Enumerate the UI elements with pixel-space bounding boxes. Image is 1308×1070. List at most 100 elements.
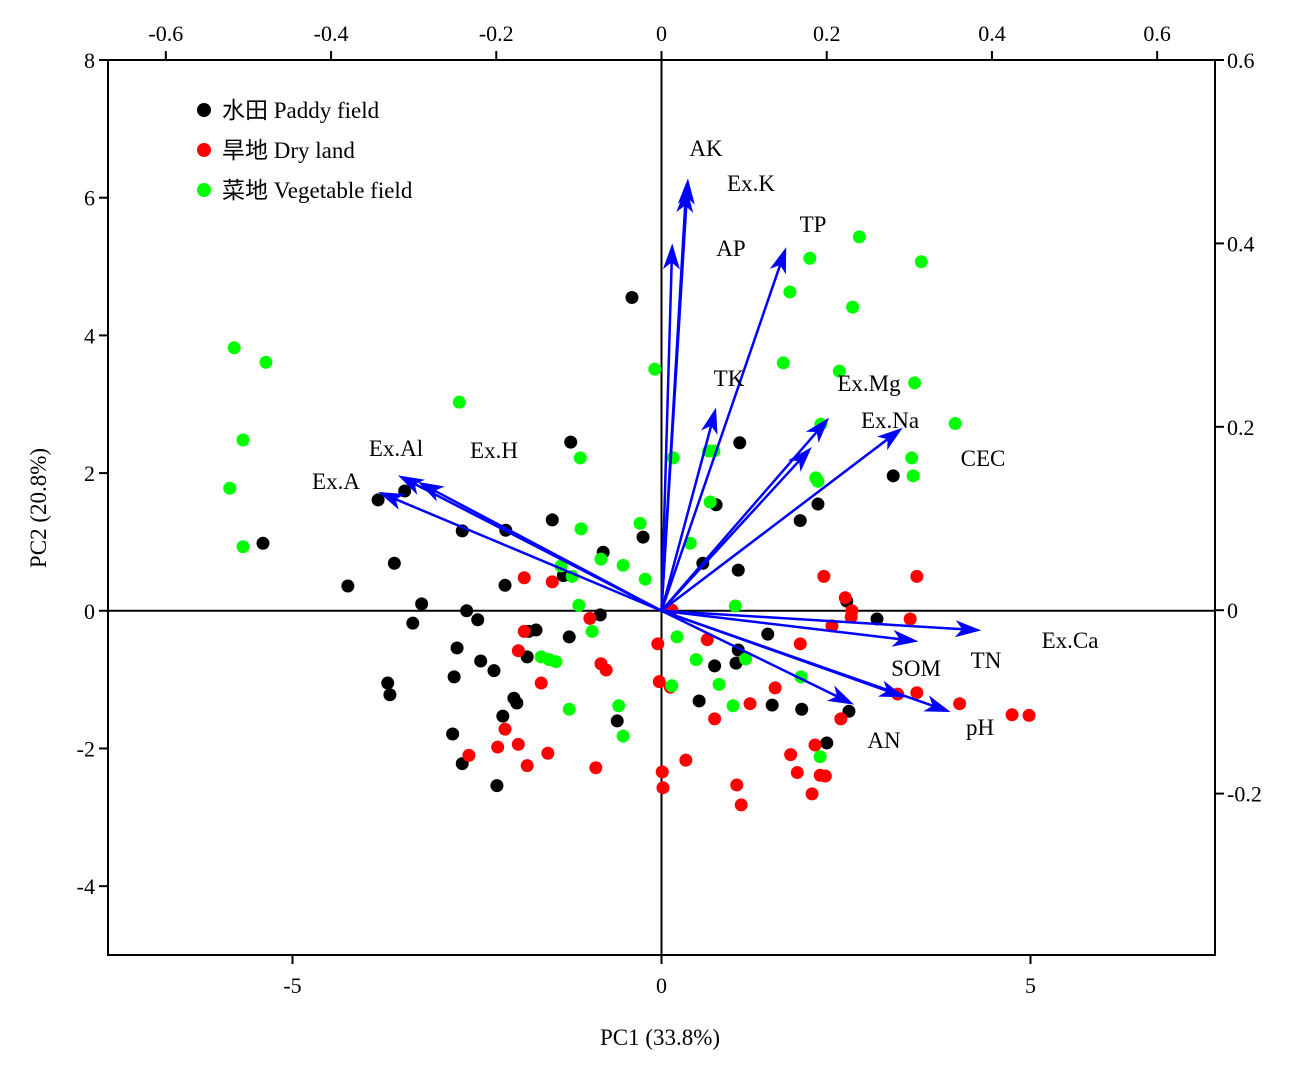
axis-ticks: [99, 51, 1224, 964]
point-paddy-field: [496, 709, 510, 723]
point-paddy-field: [795, 702, 809, 716]
point-dry-land: [808, 738, 822, 752]
loading-arrow-shaft: [660, 258, 784, 612]
point-paddy-field: [406, 616, 420, 630]
point-paddy-field: [490, 779, 504, 793]
point-dry-land: [651, 637, 665, 651]
loading-label-ex-h: Ex.H: [470, 438, 518, 463]
point-vegetable-field: [703, 495, 717, 509]
point-paddy-field: [870, 612, 884, 626]
loading-arrowhead: [923, 695, 951, 712]
point-dry-land: [655, 765, 669, 779]
point-paddy-field: [793, 514, 807, 528]
point-vegetable-field: [712, 677, 726, 691]
point-dry-land: [838, 591, 852, 605]
point-paddy-field: [610, 714, 624, 728]
y-tick-label: 4: [84, 323, 95, 348]
point-paddy-field: [733, 436, 747, 450]
score-points: [223, 230, 1036, 812]
legend-item-paddy-field: 水田 Paddy field: [197, 98, 380, 123]
point-dry-land: [1005, 708, 1019, 722]
x-tick-label: -5: [283, 973, 301, 998]
right-tick-label: 0.4: [1227, 231, 1255, 256]
top-tick-label: 0.6: [1143, 21, 1171, 46]
point-vegetable-field: [908, 376, 922, 390]
loading-label-ap: AP: [716, 236, 745, 261]
loading-arrow-cec: [660, 427, 903, 612]
point-dry-land: [708, 712, 722, 726]
point-vegetable-field: [574, 522, 588, 536]
loading-arrowhead: [676, 186, 694, 213]
y-tick-label: 8: [84, 48, 95, 73]
loading-label-ex-al: Ex.Al: [369, 436, 423, 461]
point-vegetable-field: [905, 451, 919, 465]
loading-label-ex-ca: Ex.Ca: [1042, 628, 1099, 653]
point-vegetable-field: [739, 652, 753, 666]
loading-arrowhead: [954, 620, 982, 638]
point-vegetable-field: [783, 285, 797, 299]
point-dry-land: [511, 737, 525, 751]
y-tick-label: 2: [84, 461, 95, 486]
loading-arrowhead: [397, 475, 425, 495]
top-tick-label: -0.4: [314, 21, 349, 46]
loading-label-ex-na: Ex.Na: [861, 408, 919, 433]
loading-arrow-ex-ca: [661, 609, 982, 638]
point-paddy-field: [256, 536, 270, 550]
loading-arrowhead: [788, 446, 812, 472]
point-dry-land: [844, 610, 858, 624]
point-paddy-field: [765, 698, 779, 712]
point-vegetable-field: [728, 599, 742, 613]
loading-arrow-shaft: [661, 609, 940, 710]
point-dry-land: [953, 697, 967, 711]
top-tick-label: 0.4: [978, 21, 1006, 46]
point-dry-land: [834, 712, 848, 726]
right-tick-label: 0.2: [1227, 415, 1255, 440]
point-vegetable-field: [227, 341, 241, 355]
point-dry-land: [541, 746, 555, 760]
point-paddy-field: [341, 579, 355, 593]
point-paddy-field: [460, 604, 474, 618]
loading-label-tn: TN: [971, 648, 1002, 673]
point-vegetable-field: [452, 395, 466, 409]
point-paddy-field: [446, 727, 460, 741]
loading-arrow-an: [660, 609, 854, 705]
axis-tick-labels: -5 0 5 -4 -2 0 2 4 6 8 -0.6 -0.4 -0.2 0 0.2 0.4 0.6 -0.2 0…: [77, 21, 1262, 998]
loading-arrow-shaft: [661, 609, 970, 631]
point-paddy-field: [636, 530, 650, 544]
point-paddy-field: [447, 670, 461, 684]
loading-label-ak: AK: [689, 136, 723, 161]
point-vegetable-field: [612, 699, 626, 713]
point-vegetable-field: [803, 251, 817, 265]
point-dry-land: [520, 759, 534, 773]
point-paddy-field: [625, 291, 639, 305]
point-paddy-field: [383, 688, 397, 702]
series-dry-land: [462, 569, 1036, 812]
legend-item-dry-land: 旱地 Dry land: [197, 138, 355, 163]
point-vegetable-field: [562, 702, 576, 716]
right-tick-label: 0.6: [1227, 48, 1255, 73]
point-vegetable-field: [572, 598, 586, 612]
point-dry-land: [805, 787, 819, 801]
point-dry-land: [583, 611, 597, 625]
loading-label-ph: pH: [966, 715, 994, 740]
top-tick-label: 0: [656, 21, 667, 46]
point-vegetable-field: [846, 300, 860, 314]
point-dry-land: [784, 748, 798, 762]
point-vegetable-field: [852, 230, 866, 244]
point-paddy-field: [387, 556, 401, 570]
y-tick-label: 6: [84, 186, 95, 211]
point-dry-land: [793, 637, 807, 651]
point-vegetable-field: [776, 356, 790, 370]
y-tick-label: -2: [77, 736, 95, 761]
point-dry-land: [903, 612, 917, 626]
x-tick-label: 5: [1025, 973, 1036, 998]
loading-arrowhead: [805, 417, 830, 443]
legend: 水田 Paddy field 旱地 Dry land 菜地 Vegetable …: [197, 98, 413, 203]
point-paddy-field: [692, 694, 706, 708]
point-vegetable-field: [666, 451, 680, 465]
loading-arrow-tk: [660, 407, 718, 612]
loading-arrowhead: [769, 247, 787, 275]
loading-arrow-tn: [661, 609, 919, 647]
point-vegetable-field: [573, 451, 587, 465]
